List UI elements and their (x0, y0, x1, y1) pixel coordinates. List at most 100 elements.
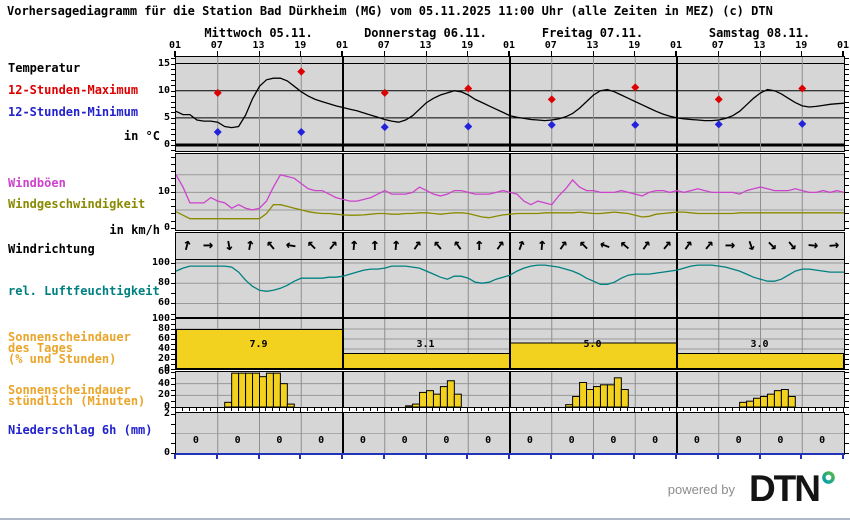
hour-tick (460, 408, 462, 411)
hour-tick (536, 408, 538, 411)
axis-tick (592, 51, 594, 57)
axis-tick-blue (215, 454, 218, 459)
hour-tick (780, 408, 782, 411)
hour-tick (397, 408, 399, 411)
y-axis-label: 0 (163, 363, 170, 374)
label-humidity: rel. Luftfeuchtigkeit (8, 284, 160, 298)
hour-tick (279, 408, 281, 411)
hour-tick (355, 408, 357, 411)
axis-minor-tick (845, 364, 849, 365)
precip-value: 0 (443, 435, 450, 446)
sunshine-daily-value: 5.0 (583, 339, 602, 350)
hour-tick (529, 408, 531, 411)
axis-minor-tick (845, 377, 849, 379)
hour-tick (543, 408, 545, 411)
hour-tick (724, 408, 726, 411)
time-tick-label: 07 (544, 40, 557, 51)
y-axis-label: 80 (157, 277, 170, 289)
axis-minor-tick (845, 354, 849, 355)
axis-minor-tick (171, 227, 175, 229)
time-tick-label: 01 (335, 40, 349, 51)
axis-minor-tick (845, 85, 849, 87)
axis-tick (842, 51, 844, 57)
axis-minor-tick (845, 303, 849, 305)
y-axis-label: 0 (163, 139, 170, 151)
hour-tick (606, 408, 608, 411)
wind-direction-arrow: ↑ (535, 234, 548, 256)
axis-minor-tick (171, 117, 175, 119)
chart-area: Mittwoch 05.11. Donnerstag 06.11. Freitag … (152, 0, 849, 460)
axis-minor-tick (171, 389, 175, 391)
axis-minor-tick (171, 369, 175, 370)
panel-sunshine-hourly (175, 371, 845, 408)
hour-tick (669, 408, 671, 411)
y-axis-label: 20 (157, 353, 170, 364)
axis-minor-tick (171, 213, 175, 215)
axis-minor-tick (171, 220, 175, 222)
axis-minor-tick (845, 334, 849, 335)
axis-minor-tick (171, 145, 175, 147)
time-tick-label: 01 (836, 40, 850, 51)
axis-tick (425, 51, 427, 57)
hour-tick (843, 408, 844, 412)
wind-direction-arrow: ↑ (280, 238, 302, 253)
axis-minor-tick (845, 139, 849, 141)
axis-minor-tick (845, 413, 849, 415)
hour-tick (202, 408, 204, 411)
footer: powered by DTN (668, 467, 836, 511)
axis-minor-tick (171, 90, 175, 92)
wind-direction-arrow: ↑ (824, 239, 846, 252)
axis-minor-tick (845, 128, 849, 130)
y-axis-label: 40 (157, 343, 170, 354)
axis-minor-tick (171, 273, 175, 275)
label-temperature: Temperatur (8, 61, 81, 75)
hour-tick (627, 408, 629, 411)
hour-tick (738, 408, 740, 411)
precip-value: 0 (359, 435, 366, 446)
wind-direction-arrow: ↑ (242, 234, 257, 256)
axis-minor-tick (171, 395, 175, 397)
label-sun-daily-1: Sonnenscheindauer (8, 330, 131, 344)
precip-value: 0 (401, 435, 408, 446)
axis-minor-tick (845, 369, 849, 370)
axis-minor-tick (845, 319, 849, 320)
label-sun-daily-2: des Tages (8, 341, 74, 355)
hour-tick (425, 408, 427, 412)
hour-tick (488, 408, 490, 411)
precip-value: 0 (693, 435, 700, 446)
hour-tick (620, 408, 622, 411)
wind-direction-arrow: ↑ (348, 234, 361, 256)
axis-tick-blue (716, 454, 719, 459)
axis-minor-tick (171, 79, 175, 81)
axis-minor-tick (171, 359, 175, 360)
axis-minor-tick (171, 63, 175, 65)
time-tick-label: 07 (711, 40, 724, 51)
axis-minor-tick (845, 389, 849, 391)
axis-minor-tick (171, 171, 175, 173)
hour-tick (237, 408, 239, 411)
hour-tick (613, 408, 615, 411)
time-tick-label: 01 (168, 40, 182, 51)
wind-direction-arrow: ↑ (369, 235, 380, 255)
precip-value: 0 (318, 435, 325, 446)
axis-minor-tick (171, 178, 175, 180)
axis-minor-tick (171, 283, 175, 285)
time-tick-label: 13 (419, 40, 432, 51)
page-title: Vorhersagediagramm für die Station Bad D… (7, 4, 773, 18)
axis-minor-tick (845, 178, 849, 180)
day-header: Samstag 08.11. (708, 26, 811, 40)
time-tick-label: 07 (377, 40, 390, 51)
axis-minor-tick (171, 364, 175, 365)
time-tick-label: 01 (502, 40, 516, 51)
hour-tick (418, 408, 420, 411)
label-temp-unit: in °C (123, 129, 160, 143)
y-axis-label: 40 (157, 377, 170, 389)
time-tick-label: 19 (461, 40, 474, 51)
hour-tick (209, 408, 211, 411)
axis-tick (759, 51, 761, 57)
hour-tick (794, 408, 796, 411)
axis-minor-tick (171, 106, 175, 108)
axis-minor-tick (171, 413, 175, 415)
axis-minor-tick (171, 112, 175, 114)
